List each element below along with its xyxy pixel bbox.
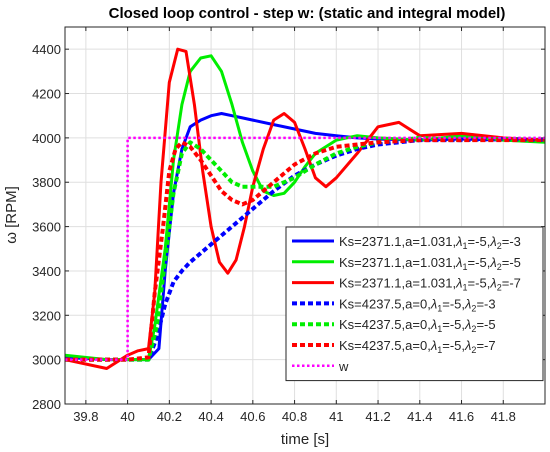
y-tick-label: 3200 [32,308,61,323]
legend-entry-3: Ks=2371.1,a=1.031,λ1=-5,λ2=-7 [339,276,521,293]
y-tick-label: 4000 [32,131,61,146]
legend-lambda2-value: -5 [509,255,521,270]
legend-lambda2-value: -5 [484,317,496,332]
x-tick-label: 41.2 [365,409,390,424]
legend-lambda2-value: -7 [509,276,521,291]
x-axis-label: time [s] [281,431,329,448]
legend-label-text: Ks=4237.5,a=0, [339,338,431,353]
legend: Ks=2371.1,a=1.031,λ1=-5,λ2=-3Ks=2371.1,a… [285,226,544,382]
y-tick-label: 4400 [32,42,61,57]
legend-label-text: Ks=2371.1,a=1.031, [339,255,456,270]
x-tick-label: 40 [120,409,134,424]
legend-lambda1-value: -5 [475,276,487,291]
y-tick-label: 2800 [32,397,61,412]
y-tick-label: 3600 [32,220,61,235]
y-tick-label: 3000 [32,353,61,368]
legend-entry-4: Ks=4237.5,a=0,λ1=-5,λ2=-3 [339,296,496,313]
series-line-3 [65,47,545,370]
legend-entry-1: Ks=2371.1,a=1.031,λ1=-5,λ2=-3 [339,234,521,251]
x-tick-label: 40.4 [198,409,223,424]
legend-label-text: Ks=4237.5,a=0, [339,317,431,332]
x-tick-label: 40.6 [240,409,265,424]
x-tick-label: 41.6 [449,409,474,424]
y-tick-label: 4200 [32,87,61,102]
chart-title: Closed loop control - step w: (static an… [109,5,506,22]
legend-lambda1-value: -5 [450,338,462,353]
y-axis-label: ω [RPM] [3,186,20,244]
y-axis: 2800 3000 3200 3400 3600 3800 4000 4200 4400 [32,42,545,412]
legend-lambda1-value: -5 [475,234,487,249]
legend-lambda1-value: -5 [475,255,487,270]
x-axis: 39.8 40 40.2 40.4 40.6 40.8 41 41.2 41.4 41.6 41.8 [73,27,516,424]
x-tick-label: 40.8 [282,409,307,424]
plot-frame [64,26,546,405]
legend-lambda2-value: -7 [484,338,496,353]
legend-lambda2-value: -3 [509,234,521,249]
legend-lambda1-value: -5 [450,296,462,311]
legend-label-text: Ks=4237.5,a=0, [339,296,431,311]
legend-lambda1-value: -5 [450,317,462,332]
y-tick-label: 3400 [32,264,61,279]
x-tick-label: 39.8 [73,409,98,424]
legend-label-text: Ks=2371.1,a=1.031, [339,276,456,291]
series-line-7 [65,136,545,361]
legend-label-text: Ks=2371.1,a=1.031, [339,234,456,249]
legend-entry-6: Ks=4237.5,a=0,λ1=-5,λ2=-7 [339,338,496,355]
x-tick-label: 41.4 [407,409,432,424]
x-tick-label: 40.2 [157,409,182,424]
legend-entry-7: w [338,359,349,374]
legend-lambda2-value: -3 [484,296,496,311]
x-tick-label: 41 [329,409,343,424]
y-tick-label: 3800 [32,175,61,190]
legend-entry-2: Ks=2371.1,a=1.031,λ1=-5,λ2=-5 [339,255,521,272]
x-tick-label: 41.8 [491,409,516,424]
series-group [65,47,545,370]
legend-entry-5: Ks=4237.5,a=0,λ1=-5,λ2=-5 [339,317,496,334]
